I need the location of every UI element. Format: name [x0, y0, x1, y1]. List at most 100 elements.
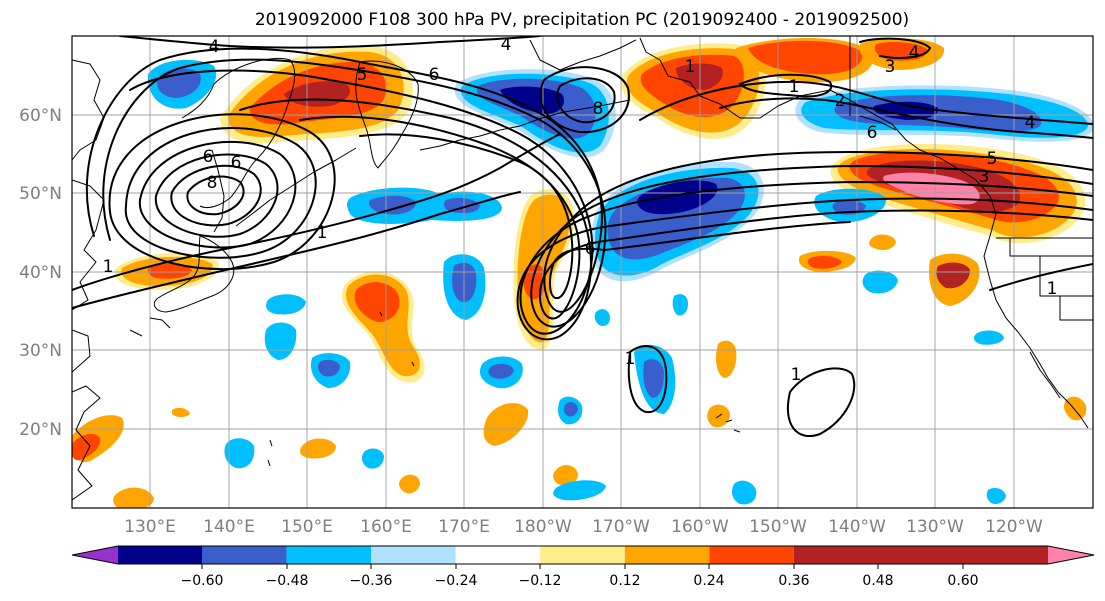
- lat-tick-label: 30°N: [19, 341, 62, 361]
- colorbar: −0.60 −0.48 −0.36 −0.24 −0.12 0.12 0.24 …: [71, 545, 1095, 589]
- pv-contour: [124, 127, 317, 259]
- colorbar-outline: [71, 545, 1095, 565]
- precip-positive-area: [113, 487, 154, 508]
- coastline-baja: [1029, 351, 1061, 399]
- lon-tick-label: 150°W: [749, 517, 807, 537]
- contour-label: 4: [209, 37, 220, 57]
- precip-shading: [72, 37, 1093, 508]
- colorbar-segment: [793, 546, 1048, 564]
- colorbar-tick-label: −0.12: [519, 573, 562, 589]
- colorbar-tick-label: 0.24: [693, 573, 724, 589]
- pv-contours: [72, 36, 1093, 437]
- colorbar-segment: [455, 546, 541, 564]
- precip-negative-area: [594, 309, 610, 326]
- contour-label: 4: [909, 43, 920, 63]
- precip-positive-area: [172, 407, 190, 417]
- pv-contour: [108, 113, 336, 271]
- pv-contour: [989, 263, 1093, 291]
- coastline-japan: [153, 235, 235, 313]
- colorbar-tick-label: 0.48: [862, 573, 893, 589]
- pv-contour: [72, 191, 521, 309]
- coastline-kamchatka: [355, 60, 419, 169]
- precip-negative-area: [862, 270, 898, 294]
- precip-negative-area: [637, 180, 718, 215]
- contour-label: 3: [885, 57, 896, 77]
- contour-label: 6: [867, 123, 878, 143]
- precip-positive-area: [748, 40, 863, 75]
- contour-label: 6: [231, 153, 242, 173]
- precip-positive-area: [483, 403, 529, 446]
- lon-tick-label: 140°W: [828, 517, 886, 537]
- colorbar-tick-label: 0.60: [947, 573, 978, 589]
- pv-contour: [72, 133, 561, 291]
- pv-contour: [239, 98, 1093, 341]
- colorbar-tick-label: −0.60: [181, 573, 224, 589]
- precip-negative-area: [643, 359, 664, 398]
- precip-positive-area: [148, 262, 192, 279]
- pv-contour: [129, 69, 1093, 335]
- lat-tick-label: 20°N: [19, 420, 62, 440]
- colorbar-tick-label: 0.36: [778, 573, 809, 589]
- contour-label: 5: [987, 149, 998, 169]
- contour-label: 1: [685, 57, 696, 77]
- lon-tick-label: 170°E: [438, 517, 490, 537]
- precip-positive-area: [300, 438, 336, 459]
- coastline-japan: [129, 317, 171, 337]
- precip-negative-area: [266, 294, 306, 315]
- pv-contour: [85, 47, 1093, 313]
- pv-contour: [639, 80, 1093, 125]
- coastline-alaska: [529, 39, 637, 71]
- contour-label: 8: [207, 173, 218, 193]
- map-panel: 4 4 5 6 8 1 8 6 1 6 1 2 4 4 5 3 6 6 3 1: [71, 35, 1094, 509]
- coastline-okhotsk: [181, 57, 296, 209]
- lon-tick-label: 170°W: [592, 517, 650, 537]
- coastline-north-america: [983, 235, 1089, 429]
- map-frame: [71, 35, 1094, 509]
- longitude-labels: 130°E 140°E 150°E 160°E 170°E 180°W 170°…: [124, 517, 1043, 537]
- pv-contour: [359, 133, 851, 300]
- contour-label: 6: [429, 65, 440, 85]
- precip-negative-area: [488, 363, 514, 379]
- border-canada-us: [849, 36, 1093, 321]
- pv-contour: [738, 73, 833, 98]
- precip-positive-area: [676, 63, 723, 90]
- precip-positive-area: [936, 262, 970, 289]
- pv-contour: [119, 36, 541, 49]
- precip-positive-area: [517, 194, 570, 343]
- contour-label: 4: [501, 35, 512, 55]
- precip-negative-area: [973, 330, 1004, 345]
- figure-title: 2019092000 F108 300 hPa PV, precipitatio…: [255, 10, 909, 30]
- contour-label: 1: [1047, 279, 1058, 299]
- pv-contour: [299, 115, 1093, 320]
- colorbar-segment: [371, 546, 456, 564]
- pv-contour: [859, 37, 932, 59]
- pv-contour: [556, 77, 616, 124]
- precip-positive-area: [1063, 396, 1087, 421]
- coastline-hawaii: [715, 413, 741, 433]
- contour-label: 4: [1025, 113, 1036, 133]
- lon-tick-label: 140°E: [203, 517, 255, 537]
- pv-contour: [186, 175, 245, 216]
- contour-label: 6: [585, 239, 596, 259]
- precip-positive-area: [72, 433, 101, 461]
- lon-tick-label: 120°W: [985, 517, 1043, 537]
- precip-negative-area: [264, 322, 297, 360]
- contour-label: 1: [789, 77, 800, 97]
- coastline-kurils: [235, 147, 357, 227]
- pv-contour: [627, 345, 668, 414]
- pv-contour: [154, 153, 279, 238]
- lon-tick-label: 150°E: [281, 517, 333, 537]
- lon-tick-label: 130°W: [906, 517, 964, 537]
- lon-tick-label: 160°W: [671, 517, 729, 537]
- pv-contour: [138, 140, 297, 249]
- contour-label: 1: [625, 349, 636, 369]
- precip-negative-area: [368, 195, 416, 215]
- pv-contour: [719, 97, 1093, 139]
- contour-label: 5: [357, 65, 368, 85]
- colorbar-tick-label: −0.48: [266, 573, 309, 589]
- colorbar-segment: [118, 546, 202, 564]
- lat-tick-label: 40°N: [19, 263, 62, 283]
- precip-positive-area: [354, 282, 400, 322]
- precip-negative-area: [553, 480, 606, 501]
- coastline-asia: [72, 59, 105, 311]
